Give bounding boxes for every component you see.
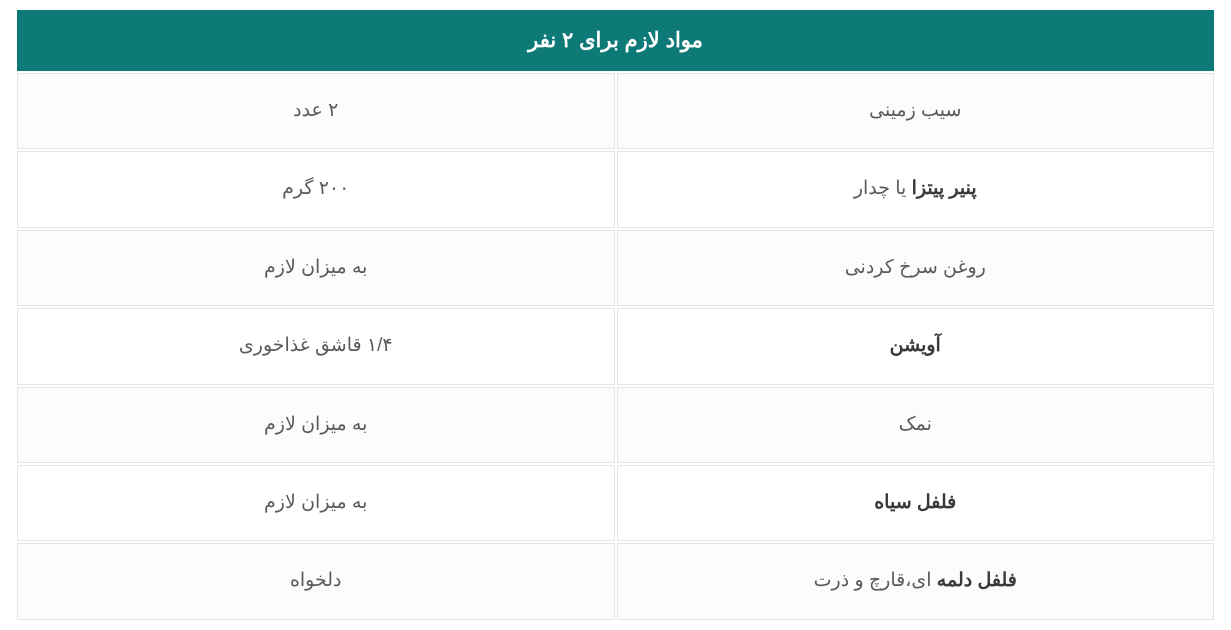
text-segment: آویشن xyxy=(890,335,941,356)
text-segment: فلفل سیاه xyxy=(874,492,956,513)
table-row: نمک به میزان لازم xyxy=(17,387,1214,463)
table-header: مواد لازم برای ۲ نفر xyxy=(17,10,1214,71)
table-row: پنیر پیتزا یا چدار ۲۰۰ گرم xyxy=(17,151,1214,227)
amount-cell: به میزان لازم xyxy=(17,387,615,463)
ingredient-cell: آویشن xyxy=(617,308,1215,384)
text-segment: روغن سرخ کردنی xyxy=(845,257,986,278)
text-segment: ۲۰۰ گرم xyxy=(282,178,349,199)
amount-cell: ۲ عدد xyxy=(17,73,615,149)
table-row: سیب زمینی ۲ عدد xyxy=(17,73,1214,149)
ingredient-cell: نمک xyxy=(617,387,1215,463)
ingredient-cell: پنیر پیتزا یا چدار xyxy=(617,151,1215,227)
text-segment: دلخواه xyxy=(290,570,342,591)
table-row: روغن سرخ کردنی به میزان لازم xyxy=(17,230,1214,306)
text-segment: سیب زمینی xyxy=(869,100,961,121)
text-segment: ۲ عدد xyxy=(293,100,338,121)
table-row: فلفل سیاه به میزان لازم xyxy=(17,465,1214,541)
amount-cell: به میزان لازم xyxy=(17,465,615,541)
ingredient-cell: فلفل سیاه xyxy=(617,465,1215,541)
amount-cell: ۱/۴ قاشق غذاخوری xyxy=(17,308,615,384)
text-segment: به میزان لازم xyxy=(264,257,367,278)
text-segment: به میزان لازم xyxy=(264,414,367,435)
table-row: آویشن ۱/۴ قاشق غذاخوری xyxy=(17,308,1214,384)
text-segment: ای،قارچ و ذرت xyxy=(814,570,937,591)
amount-cell: به میزان لازم xyxy=(17,230,615,306)
text-segment: پنیر پیتزا xyxy=(912,178,977,199)
table-body: سیب زمینی ۲ عدد پنیر پیتزا یا چدار ۲۰۰ گرم ر… xyxy=(17,73,1214,620)
text-segment: به میزان لازم xyxy=(264,492,367,513)
text-segment: ۱/۴ قاشق غذاخوری xyxy=(239,335,393,356)
text-segment: نمک xyxy=(899,414,932,435)
ingredients-table: مواد لازم برای ۲ نفر سیب زمینی ۲ عدد پنیر … xyxy=(15,8,1216,622)
text-segment: یا چدار xyxy=(854,178,912,199)
ingredient-cell: روغن سرخ کردنی xyxy=(617,230,1215,306)
amount-cell: ۲۰۰ گرم xyxy=(17,151,615,227)
ingredient-cell: سیب زمینی xyxy=(617,73,1215,149)
text-segment: فلفل دلمه xyxy=(937,570,1017,591)
page-wrapper: مواد لازم برای ۲ نفر سیب زمینی ۲ عدد پنیر … xyxy=(0,0,1231,630)
